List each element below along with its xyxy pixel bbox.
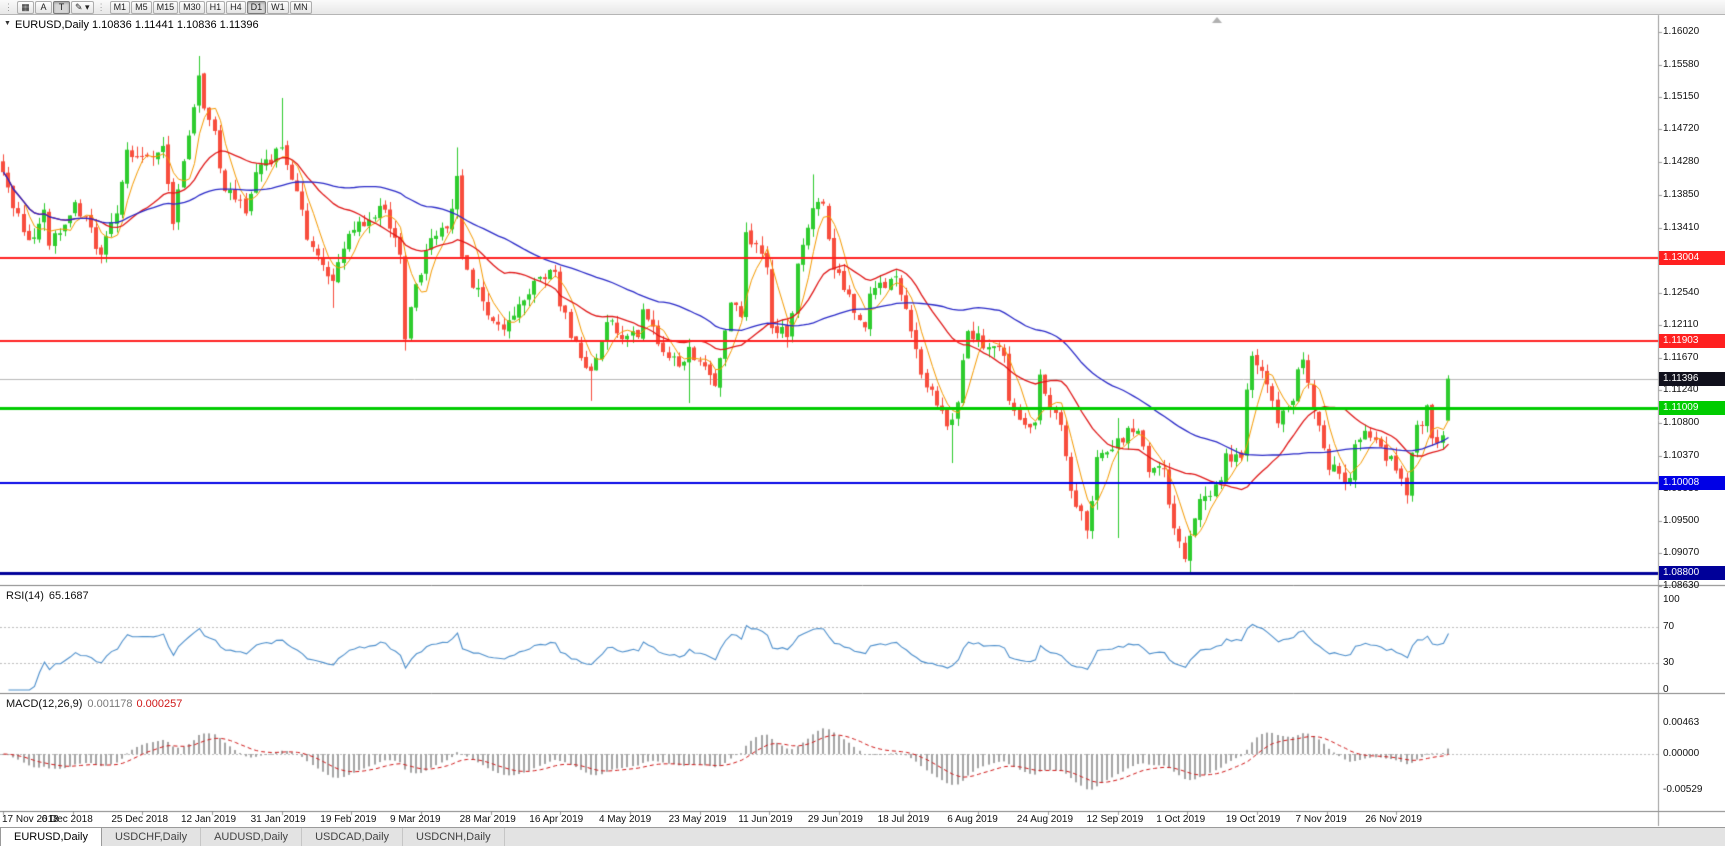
symbol-tab-eurusd[interactable]: EURUSD,Daily	[0, 828, 102, 846]
symbol-tab-audusd[interactable]: AUDUSD,Daily	[201, 828, 303, 846]
text-tool-icon[interactable]: T	[53, 0, 70, 14]
toolbar-grip: ⋮	[4, 1, 13, 12]
timeframe-button-m15[interactable]: M15	[152, 0, 179, 14]
timeframe-button-m30[interactable]: M30	[179, 0, 205, 14]
toolbar-icon-group: ▦ A T ✎ ▾	[17, 0, 95, 14]
text-label-icon[interactable]: A	[35, 0, 52, 14]
timeframe-button-m1[interactable]: M1	[109, 0, 131, 14]
timeframe-button-w1[interactable]: W1	[267, 0, 289, 14]
timeframe-button-m5[interactable]: M5	[131, 0, 152, 14]
chart-window-icon[interactable]: ▦	[17, 0, 34, 14]
timeframe-button-mn[interactable]: MN	[289, 0, 312, 14]
symbol-tab-usdchf[interactable]: USDCHF,Daily	[102, 828, 202, 846]
symbol-tab-bar: EURUSD,Daily USDCHF,Daily AUDUSD,Daily USDC…	[0, 827, 1725, 846]
timeframe-button-group: M1 M5 M15 M30 H1 H4 D1 W1 MN	[109, 0, 313, 14]
symbol-tab-usdcnh[interactable]: USDCNH,Daily	[403, 828, 505, 846]
timeframe-button-h1[interactable]: H1	[205, 0, 226, 14]
timeframe-button-h4[interactable]: H4	[226, 0, 246, 14]
toolbar-grip: ⋮	[96, 1, 106, 12]
timeframe-button-d1[interactable]: D1	[246, 0, 267, 14]
draw-tools-icon[interactable]: ✎ ▾	[71, 0, 94, 14]
toolbar: ⋮ ▦ A T ✎ ▾ ⋮ M1 M5 M15 M30 H1 H4 D1 W1 MN	[0, 0, 1725, 15]
collapse-chart-icon[interactable]: ▼	[4, 20, 11, 27]
symbol-tab-usdcad[interactable]: USDCAD,Daily	[302, 828, 404, 846]
